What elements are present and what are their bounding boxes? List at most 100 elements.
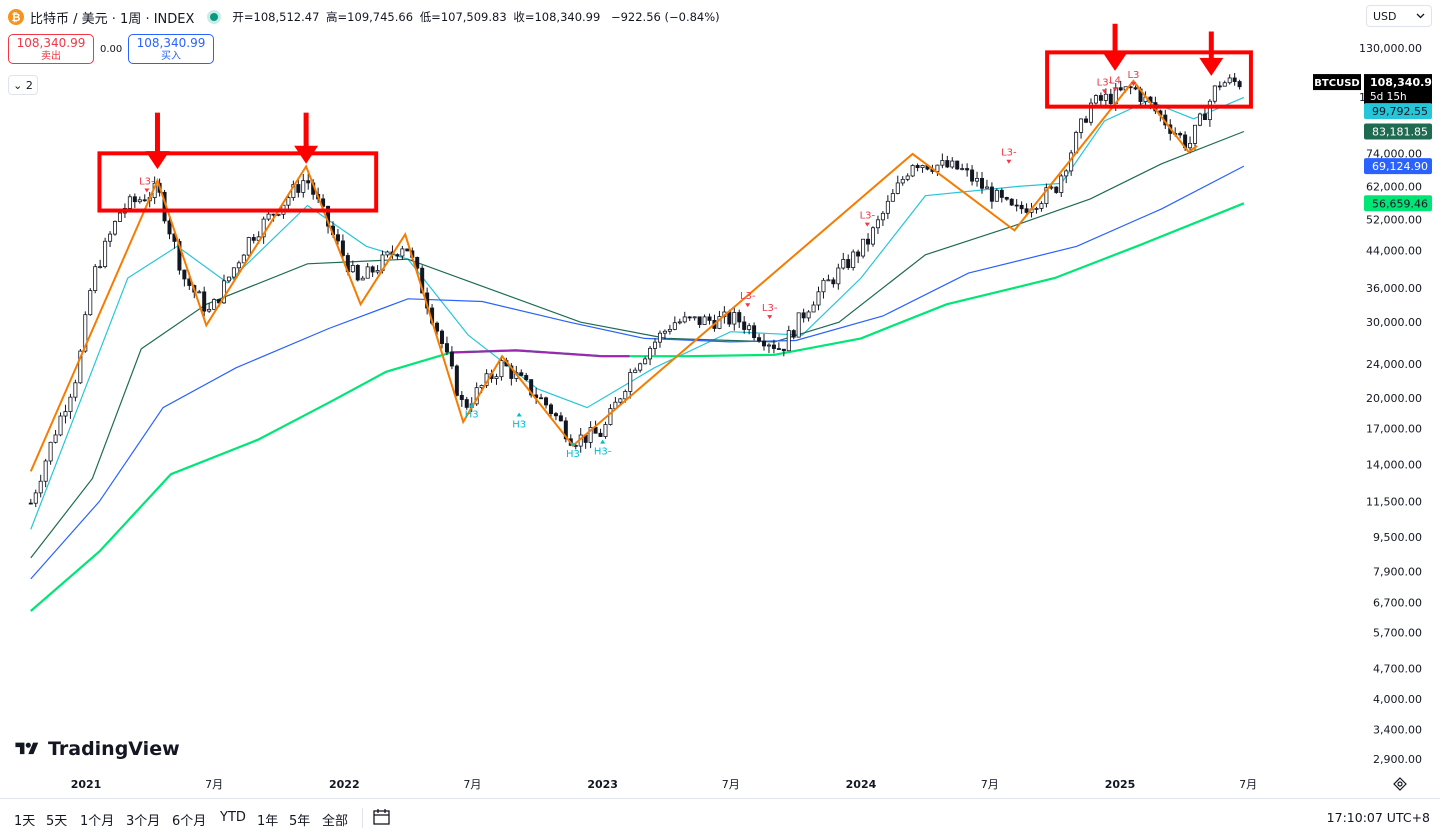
y-tick-label: 44,000.00 <box>1366 245 1422 258</box>
candle-down <box>727 311 732 325</box>
timeframe-1y[interactable]: 1年 <box>257 814 279 829</box>
candle-up <box>1193 124 1198 144</box>
candle-up <box>895 182 900 194</box>
moving-average-line <box>30 96 1245 530</box>
pattern-label: L3- <box>762 303 778 314</box>
candle-up <box>494 376 499 379</box>
candle-down <box>132 196 137 203</box>
candle-up <box>33 492 38 504</box>
candle-up <box>702 316 707 325</box>
candle-down <box>405 248 410 252</box>
x-tick-label: 7月 <box>722 778 740 791</box>
last-price-text: 108,340.99 <box>1370 76 1440 89</box>
timeframe-ytd[interactable]: YTD <box>220 810 246 825</box>
candle-down <box>202 291 207 312</box>
candle-down <box>509 365 514 379</box>
y-tick-label: 9,500.00 <box>1373 531 1422 544</box>
candle-up <box>53 434 58 443</box>
candle-down <box>553 413 558 417</box>
buy-button[interactable]: 108,340.99 买入 <box>128 34 214 64</box>
candle-up <box>821 279 826 293</box>
candle-up <box>900 178 905 184</box>
tradingview-logo-text: TradingView <box>48 738 180 760</box>
candle-up <box>73 382 78 398</box>
y-tick-label: 24,000.00 <box>1366 358 1422 371</box>
sell-button[interactable]: 108,340.99 卖出 <box>8 34 94 64</box>
candle-up <box>623 390 628 400</box>
candle-up <box>78 350 83 384</box>
candle-up <box>1034 208 1039 210</box>
low-value: 低=107,509.83 <box>419 10 507 24</box>
candle-up <box>871 227 876 245</box>
red-arrow-head <box>294 145 319 164</box>
timeframe-5y[interactable]: 5年 <box>289 814 311 829</box>
y-tick-label: 7,900.00 <box>1373 566 1422 579</box>
timeframe-3m[interactable]: 3个月 <box>126 814 161 829</box>
candle-up <box>786 330 791 352</box>
pattern-label: H3 <box>566 449 580 460</box>
y-tick-label: 52,000.00 <box>1366 213 1422 226</box>
clock[interactable]: 17:10:07 UTC+8 <box>1326 810 1430 825</box>
marker-down-triangle <box>864 222 870 227</box>
candle-down <box>548 404 553 414</box>
candle-up <box>1212 85 1217 102</box>
candle-down <box>370 266 375 273</box>
timeframe-all[interactable]: 全部 <box>322 814 349 829</box>
candle-up <box>633 369 638 373</box>
pattern-label: H3 <box>512 420 526 431</box>
marker-down-triangle <box>144 188 150 193</box>
candle-down <box>1133 87 1138 90</box>
x-tick-label: 2023 <box>587 778 618 791</box>
market-status-dot[interactable] <box>210 13 219 21</box>
timeframe-1d[interactable]: 1天 <box>14 814 36 829</box>
currency-select[interactable]: USD <box>1366 5 1432 27</box>
candle-up <box>796 312 801 338</box>
candle-up <box>692 316 697 319</box>
candle-up <box>861 238 866 257</box>
indicators-collapse-button[interactable]: ⌄ 2 <box>8 75 38 95</box>
candle-up <box>677 321 682 324</box>
candle-down <box>1024 208 1029 213</box>
candle-down <box>1004 197 1009 200</box>
marker-down-triangle <box>767 315 773 320</box>
y-tick-label: 6,700.00 <box>1373 596 1422 609</box>
candle-up <box>1207 100 1212 121</box>
candle-up <box>1044 187 1049 204</box>
candle-up <box>1093 95 1098 104</box>
candle-down <box>801 312 806 319</box>
candle-down <box>742 321 747 330</box>
symbol-header: ₿ 比特币 / 美元 · 1周 · INDEX 开=108,512.47 高=1… <box>8 8 723 27</box>
candle-up <box>261 218 266 238</box>
candle-down <box>415 256 420 269</box>
timeframe-5d[interactable]: 5天 <box>46 814 68 829</box>
candle-down <box>539 397 544 400</box>
timeframe-1m[interactable]: 1个月 <box>80 814 115 829</box>
candle-up <box>207 308 212 312</box>
x-tick-label: 7月 <box>981 778 999 791</box>
candle-up <box>920 165 925 169</box>
timeframe-6m[interactable]: 6个月 <box>172 814 207 829</box>
candle-up <box>286 197 291 206</box>
candle-down <box>856 251 861 257</box>
candle-up <box>365 266 370 279</box>
candle-down <box>737 312 742 323</box>
candle-down <box>598 432 603 437</box>
x-tick-label: 2021 <box>71 778 102 791</box>
candle-up <box>880 212 885 221</box>
bitcoin-icon: ₿ <box>8 9 24 25</box>
calendar-icon[interactable] <box>372 807 392 827</box>
y-tick-label: 11,500.00 <box>1366 495 1422 508</box>
candle-up <box>108 233 113 242</box>
candle-down <box>321 198 326 207</box>
candle-up <box>662 330 667 334</box>
moving-average-line <box>30 130 1245 559</box>
candle-down <box>435 322 440 332</box>
candle-up <box>400 248 405 257</box>
reset-chart-icon[interactable] <box>1392 776 1408 792</box>
candle-up <box>653 341 658 349</box>
symbol-title[interactable]: 比特币 / 美元 · 1周 · INDEX <box>30 11 195 27</box>
candle-down <box>1217 85 1222 88</box>
candle-up <box>1064 170 1069 177</box>
open-value: 开=108,512.47 <box>232 10 320 24</box>
